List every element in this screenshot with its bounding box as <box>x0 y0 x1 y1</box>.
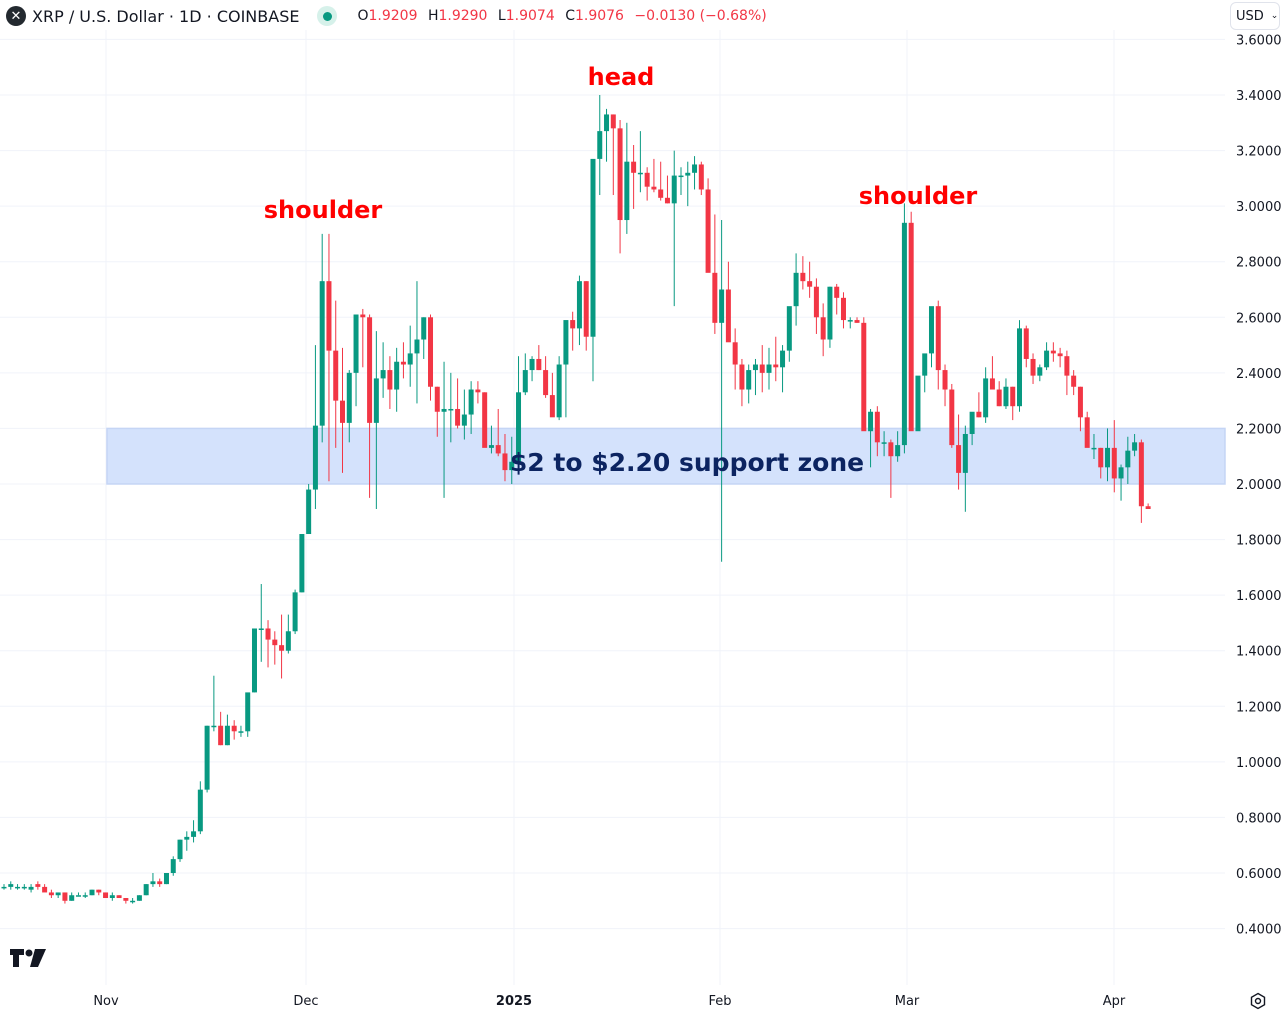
symbol-header: ✕ XRP / U.S. Dollar · 1D · COINBASE O1.9… <box>6 4 767 28</box>
price-axis[interactable]: 3.6000 3.4000 3.2000 3.0000 2.8000 2.6000 2.40… <box>1236 33 1282 937</box>
price-tick-label: 3.4000 <box>1236 89 1282 104</box>
ohlc-values: O1.9209 H1.9290 L1.9074 C1.9076 −0.0130 … <box>351 8 766 24</box>
time-axis[interactable]: Nov Dec 2025 Feb Mar Apr <box>93 994 1126 1009</box>
time-tick-label: Apr <box>1103 994 1126 1009</box>
currency-selector[interactable]: USD ⌄ <box>1230 2 1280 30</box>
price-tick-label: 2.0000 <box>1236 478 1282 493</box>
price-tick-label: 1.0000 <box>1236 756 1282 771</box>
chart-grid <box>0 30 1225 985</box>
price-tick-label: 3.2000 <box>1236 145 1282 160</box>
close-label: C <box>565 8 575 24</box>
time-tick-label: 2025 <box>496 994 532 1009</box>
pattern-annotation: head <box>588 63 655 91</box>
support-zone-label: $2 to $2.20 support zone <box>510 448 864 477</box>
price-tick-label: 3.6000 <box>1236 33 1282 48</box>
open-value: 1.9209 <box>368 8 418 24</box>
xrp-logo-icon: ✕ <box>6 6 26 26</box>
tradingview-logo-icon[interactable] <box>10 948 46 973</box>
gear-icon[interactable] <box>1249 992 1267 1010</box>
price-tick-label: 0.6000 <box>1236 867 1282 882</box>
market-open-dot-icon[interactable] <box>317 6 338 26</box>
open-label: O <box>357 8 369 24</box>
price-tick-label: 2.4000 <box>1236 367 1282 382</box>
price-tick-label: 1.2000 <box>1236 700 1282 715</box>
low-label: L <box>497 8 506 24</box>
time-tick-label: Nov <box>93 994 119 1009</box>
time-tick-label: Dec <box>293 994 318 1009</box>
price-tick-label: 2.8000 <box>1236 256 1282 271</box>
candlestick-series <box>1 94 1151 904</box>
pattern-annotation: shoulder <box>264 196 383 224</box>
change-value: −0.0130 (−0.68%) <box>634 8 767 24</box>
chevron-down-icon: ⌄ <box>1270 11 1279 21</box>
low-value: 1.9074 <box>505 8 555 24</box>
high-value: 1.9290 <box>438 8 488 24</box>
close-value: 1.9076 <box>574 8 624 24</box>
time-tick-label: Mar <box>895 994 920 1009</box>
price-tick-label: 2.6000 <box>1236 311 1282 326</box>
price-tick-label: 0.4000 <box>1236 923 1282 938</box>
currency-value: USD <box>1236 8 1264 24</box>
time-tick-label: Feb <box>708 994 731 1009</box>
price-tick-label: 1.8000 <box>1236 534 1282 549</box>
price-tick-label: 0.8000 <box>1236 811 1282 826</box>
pattern-annotation: shoulder <box>859 182 978 210</box>
price-tick-label: 3.0000 <box>1236 200 1282 215</box>
support-zone <box>106 427 1226 485</box>
price-tick-label: 2.2000 <box>1236 422 1282 437</box>
chart-annotations: $2 to $2.20 support zone shoulder head shou… <box>264 63 978 477</box>
symbol-title[interactable]: XRP / U.S. Dollar · 1D · COINBASE <box>32 6 300 26</box>
high-label: H <box>427 8 439 24</box>
price-tick-label: 1.6000 <box>1236 589 1282 604</box>
price-tick-label: 1.4000 <box>1236 645 1282 660</box>
